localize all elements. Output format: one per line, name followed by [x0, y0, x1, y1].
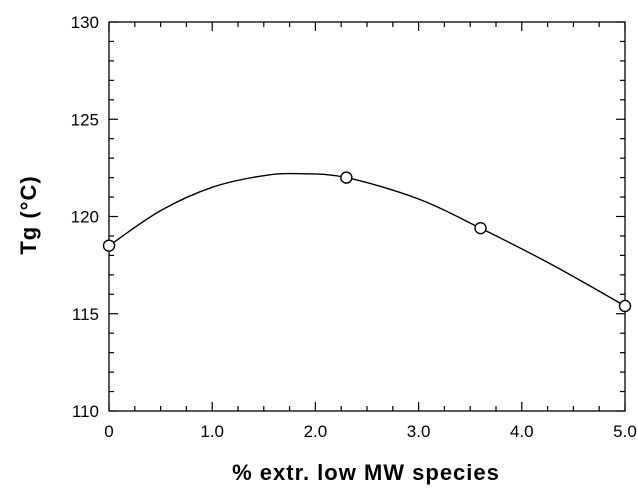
axes-group: [108, 21, 626, 412]
y-tick-label: 125: [71, 110, 99, 129]
x-axis-title: % extr. low MW species: [232, 460, 500, 485]
x-tick-label: 4.0: [510, 422, 534, 441]
curve-group: [108, 172, 626, 307]
fit-curve-line: [108, 172, 626, 307]
tick-labels-group: 0 1.0 2.0 3.0 4.0 5.0 110 115 120 125 130: [71, 13, 637, 441]
x-tick-label: 2.0: [304, 422, 328, 441]
x-tick-label: 5.0: [613, 422, 637, 441]
y-tick-label: 110: [72, 402, 99, 421]
x-tick-label: 1.0: [200, 422, 224, 441]
y-tick-label: 130: [71, 13, 99, 32]
y-axis-title: Tg (°C): [16, 175, 41, 254]
data-point: [618, 299, 632, 313]
x-tick-label: 0: [104, 422, 113, 441]
ticks-group: [108, 21, 626, 412]
data-point: [340, 171, 353, 184]
data-point: [474, 221, 487, 235]
plot-frame: [108, 21, 626, 412]
x-tick-label: 3.0: [407, 422, 431, 441]
y-tick-label: 115: [72, 305, 99, 324]
y-tick-label: 120: [71, 208, 99, 227]
points-group: [102, 171, 632, 313]
data-point: [102, 239, 116, 252]
